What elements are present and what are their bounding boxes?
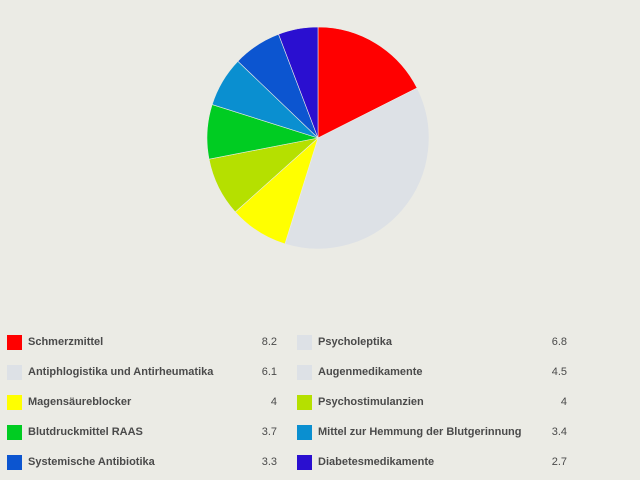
- legend-label: Magensäureblocker: [28, 396, 132, 408]
- legend-swatch: [7, 335, 22, 350]
- legend-row: Antiphlogistika und Antirheumatika 6.1 A…: [0, 357, 640, 387]
- legend-item-psychostimulanzien[interactable]: Psychostimulanzien 4: [297, 387, 567, 417]
- legend-label: Psycholeptika: [318, 336, 392, 348]
- legend-value: 6.1: [261, 366, 277, 378]
- legend-swatch: [297, 335, 312, 350]
- legend-item-blutgerinnung[interactable]: Mittel zur Hemmung der Blutgerinnung 3.4: [297, 417, 567, 447]
- legend-value: 3.4: [551, 426, 567, 438]
- legend-value: 6.8: [551, 336, 567, 348]
- legend-label: Diabetesmedikamente: [318, 456, 435, 468]
- legend-label: Mittel zur Hemmung der Blutgerinnung: [318, 426, 522, 438]
- legend-value: 4.5: [551, 366, 567, 378]
- legend-item-systemische-antibiotika[interactable]: Systemische Antibiotika 3.3: [7, 447, 277, 477]
- pie-slice-0[interactable]: [317, 26, 418, 139]
- legend-value: 4: [560, 396, 567, 408]
- pie-slice-1[interactable]: [284, 87, 430, 250]
- legend-swatch: [297, 395, 312, 410]
- legend-row: Magensäureblocker 4 Psychostimulanzien 4: [0, 387, 640, 417]
- legend-value: 3.7: [261, 426, 277, 438]
- legend: Schmerzmittel 8.2 Psycholeptika 6.8 Anti…: [0, 327, 640, 477]
- legend-item-diabetesmedikamente[interactable]: Diabetesmedikamente 2.7: [297, 447, 567, 477]
- legend-label: Augenmedikamente: [318, 366, 423, 378]
- pie-slice-7[interactable]: [278, 26, 319, 139]
- legend-value: 2.7: [551, 456, 567, 468]
- legend-item-blutdruckmittel-raas[interactable]: Blutdruckmittel RAAS 3.7: [7, 417, 277, 447]
- legend-swatch: [7, 365, 22, 380]
- legend-label: Schmerzmittel: [28, 336, 104, 348]
- legend-swatch: [297, 425, 312, 440]
- legend-swatch: [7, 395, 22, 410]
- legend-label: Antiphlogistika und Antirheumatika: [28, 366, 214, 378]
- legend-item-psycholeptika[interactable]: Psycholeptika 6.8: [297, 327, 567, 357]
- legend-label: Psychostimulanzien: [318, 396, 424, 408]
- legend-value: 3.3: [261, 456, 277, 468]
- pie-chart: [206, 26, 430, 250]
- legend-row: Blutdruckmittel RAAS 3.7 Mittel zur Hemm…: [0, 417, 640, 447]
- legend-swatch: [7, 455, 22, 470]
- legend-swatch: [297, 365, 312, 380]
- legend-swatch: [297, 455, 312, 470]
- legend-item-augenmedikamente[interactable]: Augenmedikamente 4.5: [297, 357, 567, 387]
- legend-item-magensaeureblocker[interactable]: Magensäureblocker 4: [7, 387, 277, 417]
- legend-row: Systemische Antibiotika 3.3 Diabetesmedi…: [0, 447, 640, 477]
- legend-label: Systemische Antibiotika: [28, 456, 155, 468]
- legend-swatch: [7, 425, 22, 440]
- legend-value: 4: [270, 396, 277, 408]
- legend-item-antiphlogistika[interactable]: Antiphlogistika und Antirheumatika 6.1: [7, 357, 277, 387]
- legend-value: 8.2: [261, 336, 277, 348]
- legend-label: Blutdruckmittel RAAS: [28, 426, 143, 438]
- legend-row: Schmerzmittel 8.2 Psycholeptika 6.8: [0, 327, 640, 357]
- legend-item-schmerzmittel[interactable]: Schmerzmittel 8.2: [7, 327, 277, 357]
